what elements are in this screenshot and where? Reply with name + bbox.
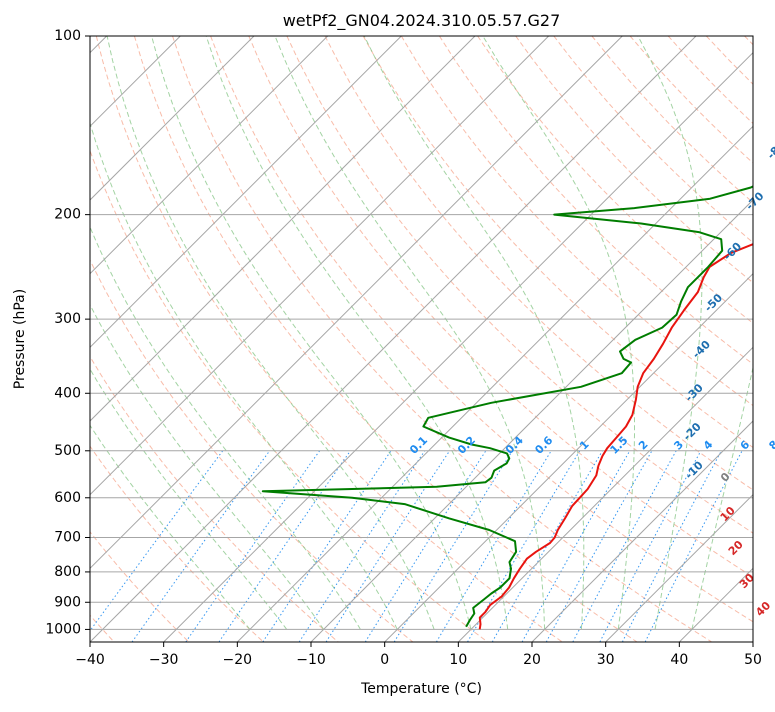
x-tick-label: −30 (149, 652, 179, 668)
y-tick-label: 1000 (45, 621, 81, 637)
chart-title: wetPf2_GN04.2024.310.05.57.G27 (283, 11, 561, 31)
y-tick-label: 100 (54, 28, 81, 44)
x-tick-label: −40 (75, 652, 105, 668)
x-tick-label: −10 (296, 652, 326, 668)
x-tick-label: 30 (597, 652, 615, 668)
y-tick-label: 400 (54, 385, 81, 401)
y-tick-label: 500 (54, 443, 81, 459)
y-tick-label: 600 (54, 490, 81, 506)
x-tick-label: −20 (223, 652, 253, 668)
y-tick-label: 300 (54, 311, 81, 327)
y-tick-label: 700 (54, 530, 81, 546)
y-tick-label: 900 (54, 594, 81, 610)
x-tick-label: 50 (744, 652, 762, 668)
x-axis-label: Temperature (°C) (360, 681, 482, 697)
x-tick-label: 20 (523, 652, 541, 668)
y-tick-label: 800 (54, 564, 81, 580)
x-tick-label: 10 (449, 652, 467, 668)
x-tick-label: 40 (670, 652, 688, 668)
y-tick-label: 200 (54, 207, 81, 223)
x-tick-label: 0 (380, 652, 389, 668)
y-axis-label: Pressure (hPa) (12, 289, 28, 389)
